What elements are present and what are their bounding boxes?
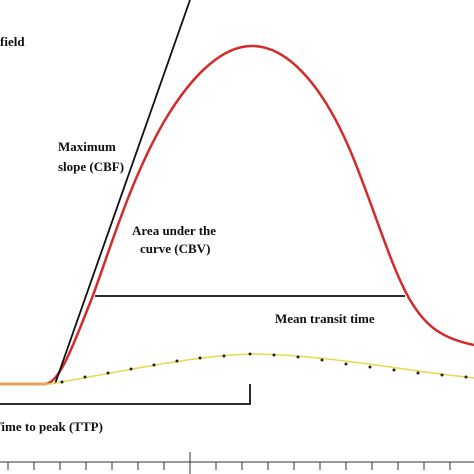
time-axis	[0, 452, 474, 474]
mtt-label: Mean transit time	[275, 311, 375, 326]
baseline-dots	[60, 352, 468, 384]
max-slope-line	[54, 0, 191, 385]
max-slope-label: slope (CBF)	[58, 159, 124, 174]
max-slope-label: Maximum	[58, 139, 116, 154]
field-label: field	[0, 34, 25, 49]
area-label: Area under the	[132, 223, 216, 238]
ttp-label: Time to peak (TTP)	[0, 419, 103, 434]
ttp-bracket	[0, 384, 251, 405]
concentration-curve	[0, 44, 474, 386]
area-label: curve (CBV)	[140, 241, 210, 256]
